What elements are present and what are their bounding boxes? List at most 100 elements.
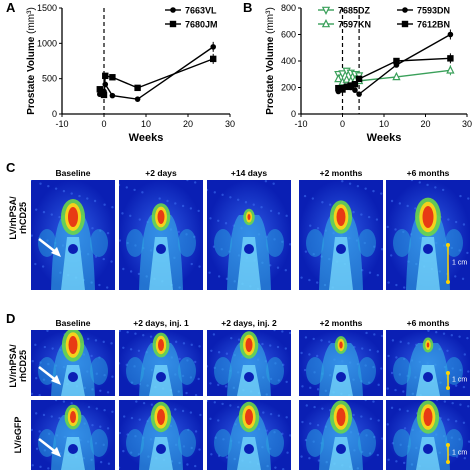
- x-tick-label: -10: [55, 119, 68, 129]
- x-tick-label: -10: [294, 119, 307, 129]
- legend-marker: [321, 6, 331, 16]
- legend-label: 7612BN: [417, 20, 450, 30]
- data-point: [342, 74, 351, 83]
- y-tick-label: 1500: [37, 3, 57, 13]
- data-point: [447, 55, 454, 62]
- d2-tile-3: [299, 400, 383, 470]
- c-header-2: +14 days: [230, 168, 268, 178]
- y-tick-label: 200: [281, 83, 296, 93]
- c-tile-3: [299, 180, 383, 290]
- c-tile-0: [31, 180, 115, 290]
- row-label-d2-text: LV/eGFP: [13, 416, 23, 454]
- y-tick-label: 800: [281, 3, 296, 13]
- x-tick-label: 30: [462, 119, 472, 129]
- data-point: [339, 86, 346, 93]
- c-tile-4: 1 cm: [386, 180, 470, 290]
- legend-label: 7663VL: [185, 6, 217, 16]
- d2-tile-2: [207, 400, 291, 470]
- panel-letter-c: C: [6, 160, 16, 175]
- d-header-0: Baseline: [55, 318, 91, 328]
- d1-tile-0: [31, 330, 115, 396]
- legend-marker: [321, 18, 331, 28]
- data-point: [355, 75, 363, 83]
- d1-tile-4: 1 cm: [386, 330, 470, 396]
- x-axis-label: Weeks: [367, 132, 402, 144]
- data-point: [351, 80, 359, 88]
- y-tick-label: 600: [281, 30, 296, 40]
- x-tick-label: 30: [225, 119, 235, 129]
- d-header-4: +6 months: [406, 318, 450, 328]
- series-7663VL: [97, 41, 216, 102]
- data-point: [134, 96, 141, 102]
- legend-label: 7597KN: [338, 20, 371, 30]
- d-header-1: +2 days, inj. 1: [133, 318, 189, 328]
- data-point: [102, 72, 109, 80]
- d1-tile-1: [119, 330, 203, 396]
- d-header-2: +2 days, inj. 2: [221, 318, 277, 328]
- data-point: [96, 86, 103, 93]
- series-7612BN: [335, 53, 454, 93]
- c-header-4: +6 months: [406, 168, 450, 178]
- row-label-d2: LV/eGFP: [13, 395, 23, 475]
- c-header-1: +2 days: [145, 168, 177, 178]
- c-tile-1: [119, 180, 203, 290]
- x-tick-label: 20: [183, 119, 193, 129]
- data-point: [134, 84, 141, 92]
- x-tick-label: 20: [420, 119, 430, 129]
- d1-tile-2: [207, 330, 291, 396]
- y-axis-label: Prostate Volume (mm³): [265, 7, 276, 115]
- legend-marker: [169, 20, 177, 28]
- legend-marker: [402, 7, 408, 13]
- data-point: [109, 92, 116, 99]
- y-tick-label: 0: [291, 109, 296, 119]
- arrow-head: [51, 447, 61, 457]
- data-point: [210, 55, 217, 63]
- data-point: [343, 83, 350, 91]
- data-point: [447, 31, 454, 38]
- d2-tile-4: 1 cm: [386, 400, 470, 470]
- y-tick-label: 400: [281, 56, 296, 66]
- series-line: [99, 46, 214, 100]
- row-label-d1: LV/rhPSA/ rhCD25: [8, 326, 28, 406]
- c-tile-2: [207, 180, 291, 290]
- data-point: [347, 82, 354, 89]
- x-tick-label: 10: [141, 119, 151, 129]
- x-tick-label: 0: [340, 119, 345, 129]
- y-tick-label: 500: [42, 74, 57, 84]
- data-point: [100, 91, 108, 99]
- series-line: [99, 58, 214, 97]
- scale-label: 1 cm: [452, 260, 467, 267]
- data-point: [109, 74, 116, 81]
- arrow-head: [51, 375, 61, 385]
- y-axis-label: Prostate Volume (mm³): [26, 7, 37, 115]
- scale-label: 1 cm: [452, 450, 467, 457]
- data-point: [210, 44, 216, 50]
- d2-tile-0: [31, 400, 115, 470]
- d1-tile-3: [299, 330, 383, 396]
- data-point: [392, 71, 401, 81]
- arrow-head: [51, 247, 61, 257]
- y-tick-label: 0: [52, 109, 57, 119]
- scale-label: 1 cm: [452, 377, 467, 384]
- c-header-3: +2 months: [319, 168, 363, 178]
- row-label-c-text: LV/rhPSA/ rhCD25: [8, 196, 28, 240]
- data-point: [335, 84, 342, 92]
- legend-marker: [401, 20, 409, 28]
- series-7680JM: [96, 53, 217, 99]
- panel-letter-a: A: [6, 0, 16, 15]
- data-point: [352, 87, 358, 93]
- x-axis-label: Weeks: [129, 132, 164, 144]
- panel-letter-d: D: [6, 311, 16, 326]
- y-tick-label: 1000: [37, 38, 57, 48]
- d2-tile-1: [119, 400, 203, 470]
- data-point: [356, 91, 362, 97]
- d-header-3: +2 months: [319, 318, 363, 328]
- data-point: [338, 70, 347, 79]
- data-point: [393, 57, 400, 65]
- data-point: [334, 73, 343, 83]
- x-tick-label: 0: [101, 119, 106, 129]
- data-point: [446, 65, 455, 74]
- legend-label: 7593DN: [417, 6, 450, 16]
